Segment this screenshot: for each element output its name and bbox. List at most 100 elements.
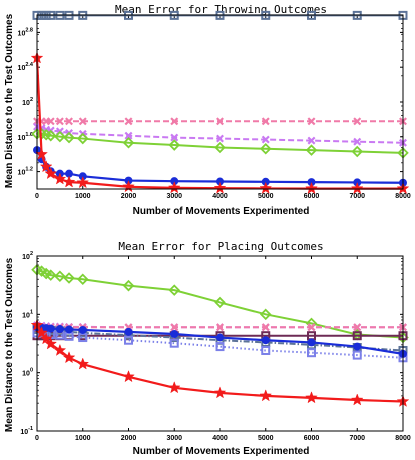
x-tick-label: 5000 [258, 193, 274, 200]
x-tick-label: 4000 [212, 193, 228, 200]
data-point [170, 323, 179, 332]
data-point [216, 323, 224, 332]
x-axis-label: Number of Movements Experimented [133, 446, 310, 457]
data-point [305, 181, 318, 195]
data-point [44, 129, 57, 142]
data-point [124, 327, 133, 336]
data-point [62, 351, 76, 364]
data-point [39, 160, 53, 173]
data-point [261, 336, 270, 345]
data-point [170, 330, 179, 339]
x-tick-label: 7000 [349, 435, 365, 442]
data-point [307, 338, 316, 347]
data-point [44, 337, 58, 350]
x-tick-label: 1000 [75, 435, 91, 442]
x-tick-label: 8000 [395, 435, 411, 442]
data-point [350, 181, 364, 195]
series-markers [31, 128, 409, 159]
x-tick-label: 2000 [121, 435, 137, 442]
data-point [307, 323, 316, 332]
data-point [307, 348, 316, 358]
data-point [46, 324, 55, 333]
data-point [170, 133, 179, 142]
y-tick-label: 10-1 [20, 426, 33, 436]
data-point [167, 181, 181, 194]
x-tick-label: 8000 [395, 193, 411, 200]
data-point [76, 132, 89, 145]
y-tick-label: 101.6 [18, 132, 33, 142]
data-point [55, 325, 64, 334]
data-point [350, 393, 364, 406]
series-markers [33, 117, 407, 126]
data-point [259, 142, 272, 155]
x-tick-label: 1000 [75, 193, 91, 200]
data-point [39, 332, 53, 345]
data-point [216, 117, 224, 126]
data-point [305, 391, 318, 404]
series-line [36, 331, 404, 359]
series-markers [30, 318, 410, 407]
data-point [62, 175, 76, 188]
y-axis-label: Mean Distance to the Test Outcomes [4, 13, 15, 188]
data-point [168, 139, 181, 151]
data-point [213, 181, 227, 194]
data-point [124, 131, 133, 140]
axis-ticks: 0 1000 2000 3000 4000 5000 6000 7000 8000 101.2 10… [18, 15, 411, 200]
data-point [78, 117, 87, 126]
data-point [352, 331, 362, 341]
data-point [259, 389, 273, 402]
data-point [63, 272, 75, 284]
data-point [78, 325, 87, 334]
data-point [353, 323, 362, 332]
data-point [168, 284, 181, 296]
data-point [261, 135, 270, 144]
series-7 [30, 318, 410, 407]
throwing-chart: Mean Error for Throwing Outcomes Number … [4, 3, 411, 217]
placing-chart: Mean Error for Placing Outcomes Number o… [4, 240, 411, 457]
data-point [122, 370, 135, 383]
data-point [215, 342, 225, 352]
x-tick-label: 0 [35, 435, 39, 442]
data-point [352, 350, 362, 360]
data-point [78, 333, 88, 343]
data-point [124, 117, 133, 126]
series-3 [31, 128, 409, 159]
y-tick-label: 102 [22, 97, 33, 107]
x-tick-label: 7000 [349, 193, 365, 200]
data-point [44, 269, 57, 281]
data-point [261, 345, 271, 355]
y-axis-label: Mean Distance to the Test Outcomes [4, 257, 15, 432]
chart-title: Mean Error for Throwing Outcomes [115, 3, 327, 16]
data-point [214, 141, 226, 154]
y-tick-label: 102 [22, 251, 33, 261]
data-point [307, 136, 316, 145]
data-point [214, 296, 226, 309]
data-point [122, 279, 135, 292]
data-point [76, 357, 90, 370]
data-point [213, 386, 227, 399]
data-point [53, 172, 67, 185]
data-point [53, 343, 67, 356]
data-point [44, 166, 58, 180]
data-point [65, 117, 74, 126]
data-point [124, 335, 133, 345]
y-tick-label: 101.2 [18, 167, 33, 177]
data-point [307, 117, 316, 126]
data-point [216, 134, 224, 143]
data-point [353, 342, 362, 351]
data-point [170, 117, 179, 126]
data-point [54, 270, 66, 283]
x-axis-label: Number of Movements Experimented [133, 206, 310, 217]
x-tick-label: 4000 [212, 435, 228, 442]
axes-frame [36, 255, 404, 432]
series-line [35, 57, 403, 190]
x-tick-label: 2000 [121, 193, 137, 200]
x-tick-label: 3000 [166, 193, 182, 200]
data-point [46, 117, 55, 126]
data-point [353, 137, 362, 146]
data-point [353, 117, 362, 126]
data-point [122, 136, 135, 149]
data-point [63, 131, 75, 144]
data-point [261, 117, 270, 126]
